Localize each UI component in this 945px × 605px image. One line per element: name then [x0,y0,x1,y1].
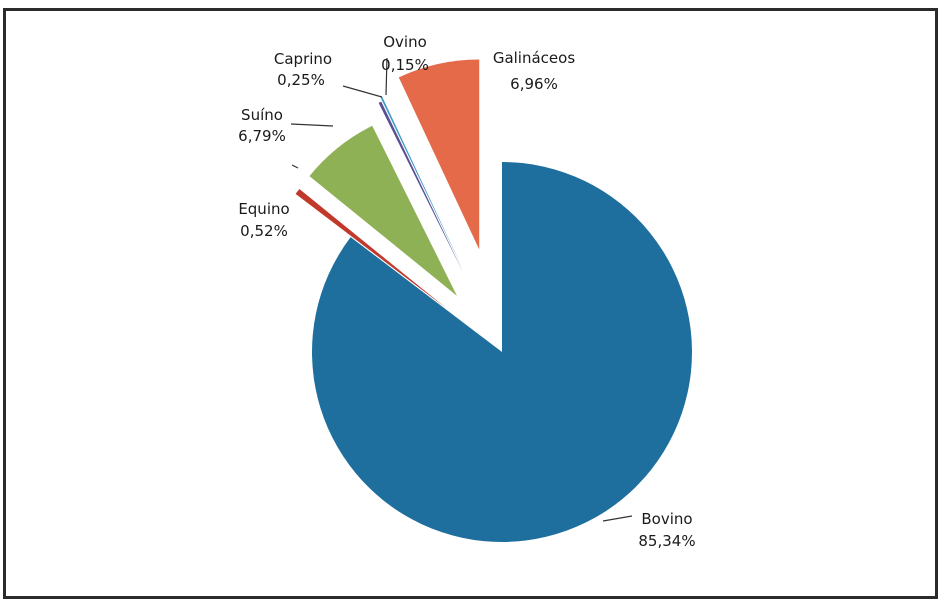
label-caprino-name: Caprino [274,50,332,68]
slice-ovino [380,96,463,269]
label-bovino-value: 85,34% [638,532,695,550]
leader-caprino [342,85,383,98]
slice-labels: Bovino 85,34% Equino 0,52% Suíno 6,79% C… [238,33,695,550]
slice-bovino [312,162,693,543]
pie-slices [295,59,693,543]
label-equino-name: Equino [238,200,289,218]
slice-galinaceos [398,59,480,250]
label-equino-value: 0,52% [240,222,288,240]
label-suino-name: Suíno [241,106,283,124]
label-caprino-value: 0,25% [277,71,325,89]
label-suino-value: 6,79% [238,127,286,145]
slice-caprino [378,101,464,273]
label-bovino-name: Bovino [641,510,692,528]
leader-equino [291,164,299,169]
slice-suino [309,125,457,296]
leader-ovino [385,57,388,96]
slice-equino [295,189,447,309]
label-galinaceos-name: Galináceos [493,49,576,67]
label-galinaceos-value: 6,96% [510,75,558,93]
leader-bovino [602,515,633,522]
label-ovino-name: Ovino [383,33,427,51]
leader-suino [290,123,334,127]
label-ovino-value: 0,15% [381,56,429,74]
leader-lines [290,57,633,522]
